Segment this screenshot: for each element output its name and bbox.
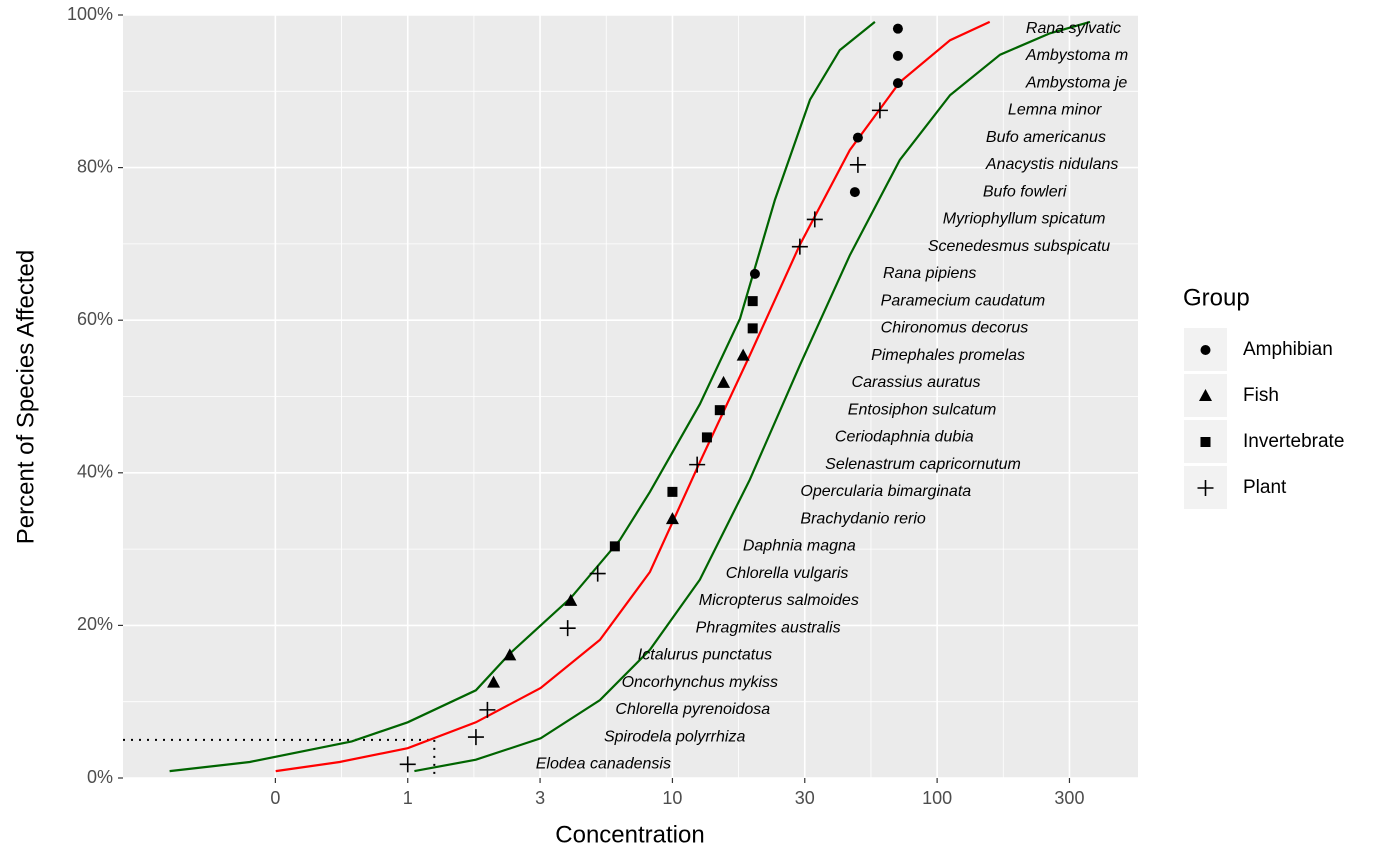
y-tick-label: 0%: [87, 767, 113, 787]
point: [892, 23, 903, 34]
point: [479, 701, 496, 718]
species-label: Micropterus salmoides: [699, 592, 859, 609]
species-label: Chlorella pyrenoidosa: [615, 701, 770, 718]
species-label: Brachydanio rerio: [800, 510, 926, 527]
legend-label: Fish: [1243, 385, 1279, 406]
x-tick-label: 300: [1054, 788, 1084, 808]
point: [871, 102, 888, 119]
point: [714, 405, 725, 416]
species-label: Ambystoma je: [1025, 74, 1127, 91]
point: [559, 620, 576, 637]
y-tick-label: 20%: [77, 614, 113, 634]
point: [667, 486, 678, 497]
point: [892, 50, 903, 61]
species-label: Rana sylvatic: [1026, 20, 1121, 37]
legend-label: Invertebrate: [1243, 431, 1344, 452]
x-tick-label: 1: [403, 788, 413, 808]
point: [503, 648, 517, 661]
species-label: Ictalurus punctatus: [638, 647, 772, 664]
species-label: Bufo americanus: [986, 129, 1106, 146]
point: [852, 132, 863, 143]
x-tick-label: 30: [795, 788, 815, 808]
plot-area: Rana pipiens Bufo fowleri Bufo americanus A…: [123, 20, 1128, 778]
x-tick-label: 100: [922, 788, 952, 808]
point: [747, 296, 758, 307]
point: [892, 78, 903, 89]
species-label: Chlorella vulgaris: [726, 565, 849, 582]
y-tick-label: 80%: [77, 156, 113, 176]
legend: Amphibian Fish Invertebrate Plant: [1184, 328, 1344, 509]
point: [717, 375, 731, 388]
point: [689, 456, 706, 473]
species-label: Ambystoma m: [1025, 47, 1128, 64]
point: [589, 565, 606, 582]
species-label: Paramecium caudatum: [881, 292, 1046, 309]
x-axis-title: Concentration: [555, 821, 704, 848]
x-tick-label: 10: [662, 788, 682, 808]
species-label: Myriophyllum spicatum: [943, 211, 1106, 228]
species-label: Opercularia bimarginata: [800, 483, 971, 500]
legend-title: Group: [1183, 284, 1250, 311]
y-tick-label: 60%: [77, 309, 113, 329]
legend-label: Amphibian: [1243, 339, 1333, 360]
point: [399, 756, 416, 773]
point: [791, 238, 808, 255]
species-label: Daphnia magna: [743, 538, 856, 555]
species-label: Scenedesmus subspicatu: [928, 238, 1110, 255]
legend-symbol: [1197, 480, 1214, 496]
species-label: Entosiphon sulcatum: [848, 401, 997, 418]
point: [849, 187, 860, 198]
species-label: Rana pipiens: [883, 265, 976, 282]
x-tick-label: 3: [535, 788, 545, 808]
fit-curve: [414, 20, 1091, 773]
x-tick-label: 0: [270, 788, 280, 808]
species-label: Elodea canadensis: [536, 756, 671, 773]
point: [564, 593, 578, 606]
grid: [123, 14, 1138, 779]
point: [749, 268, 760, 279]
point: [701, 432, 712, 443]
legend-label: Plant: [1243, 477, 1287, 498]
point: [736, 348, 750, 361]
species-label: Ceriodaphnia dubia: [835, 429, 974, 446]
species-label: Selenastrum capricornutum: [825, 456, 1021, 473]
species-label: Chironomus decorus: [881, 320, 1029, 337]
legend-symbol: [1200, 437, 1211, 447]
point: [467, 729, 484, 746]
point: [849, 156, 866, 173]
legend-symbol: [1200, 345, 1211, 355]
y-axis-title: Percent of Species Affected: [12, 250, 39, 544]
legend-symbol: [1199, 389, 1212, 401]
species-label: Anacystis nidulans: [985, 156, 1119, 173]
species-label: Bufo fowleri: [983, 183, 1067, 200]
species-label: Carassius auratus: [852, 374, 981, 391]
y-tick-label: 100%: [67, 4, 113, 24]
y-tick-label: 40%: [77, 462, 113, 482]
point: [487, 675, 501, 688]
species-label: Spirodela polyrrhiza: [604, 728, 746, 745]
species-label: Pimephales promelas: [871, 347, 1025, 364]
fit-curve: [169, 21, 876, 773]
species-label: Phragmites australis: [696, 619, 841, 636]
species-label: Lemna minor: [1008, 102, 1102, 119]
point: [665, 512, 679, 525]
species-label: Oncorhynchus mykiss: [622, 674, 779, 691]
point: [747, 323, 758, 334]
point: [609, 541, 620, 552]
point: [806, 211, 823, 228]
